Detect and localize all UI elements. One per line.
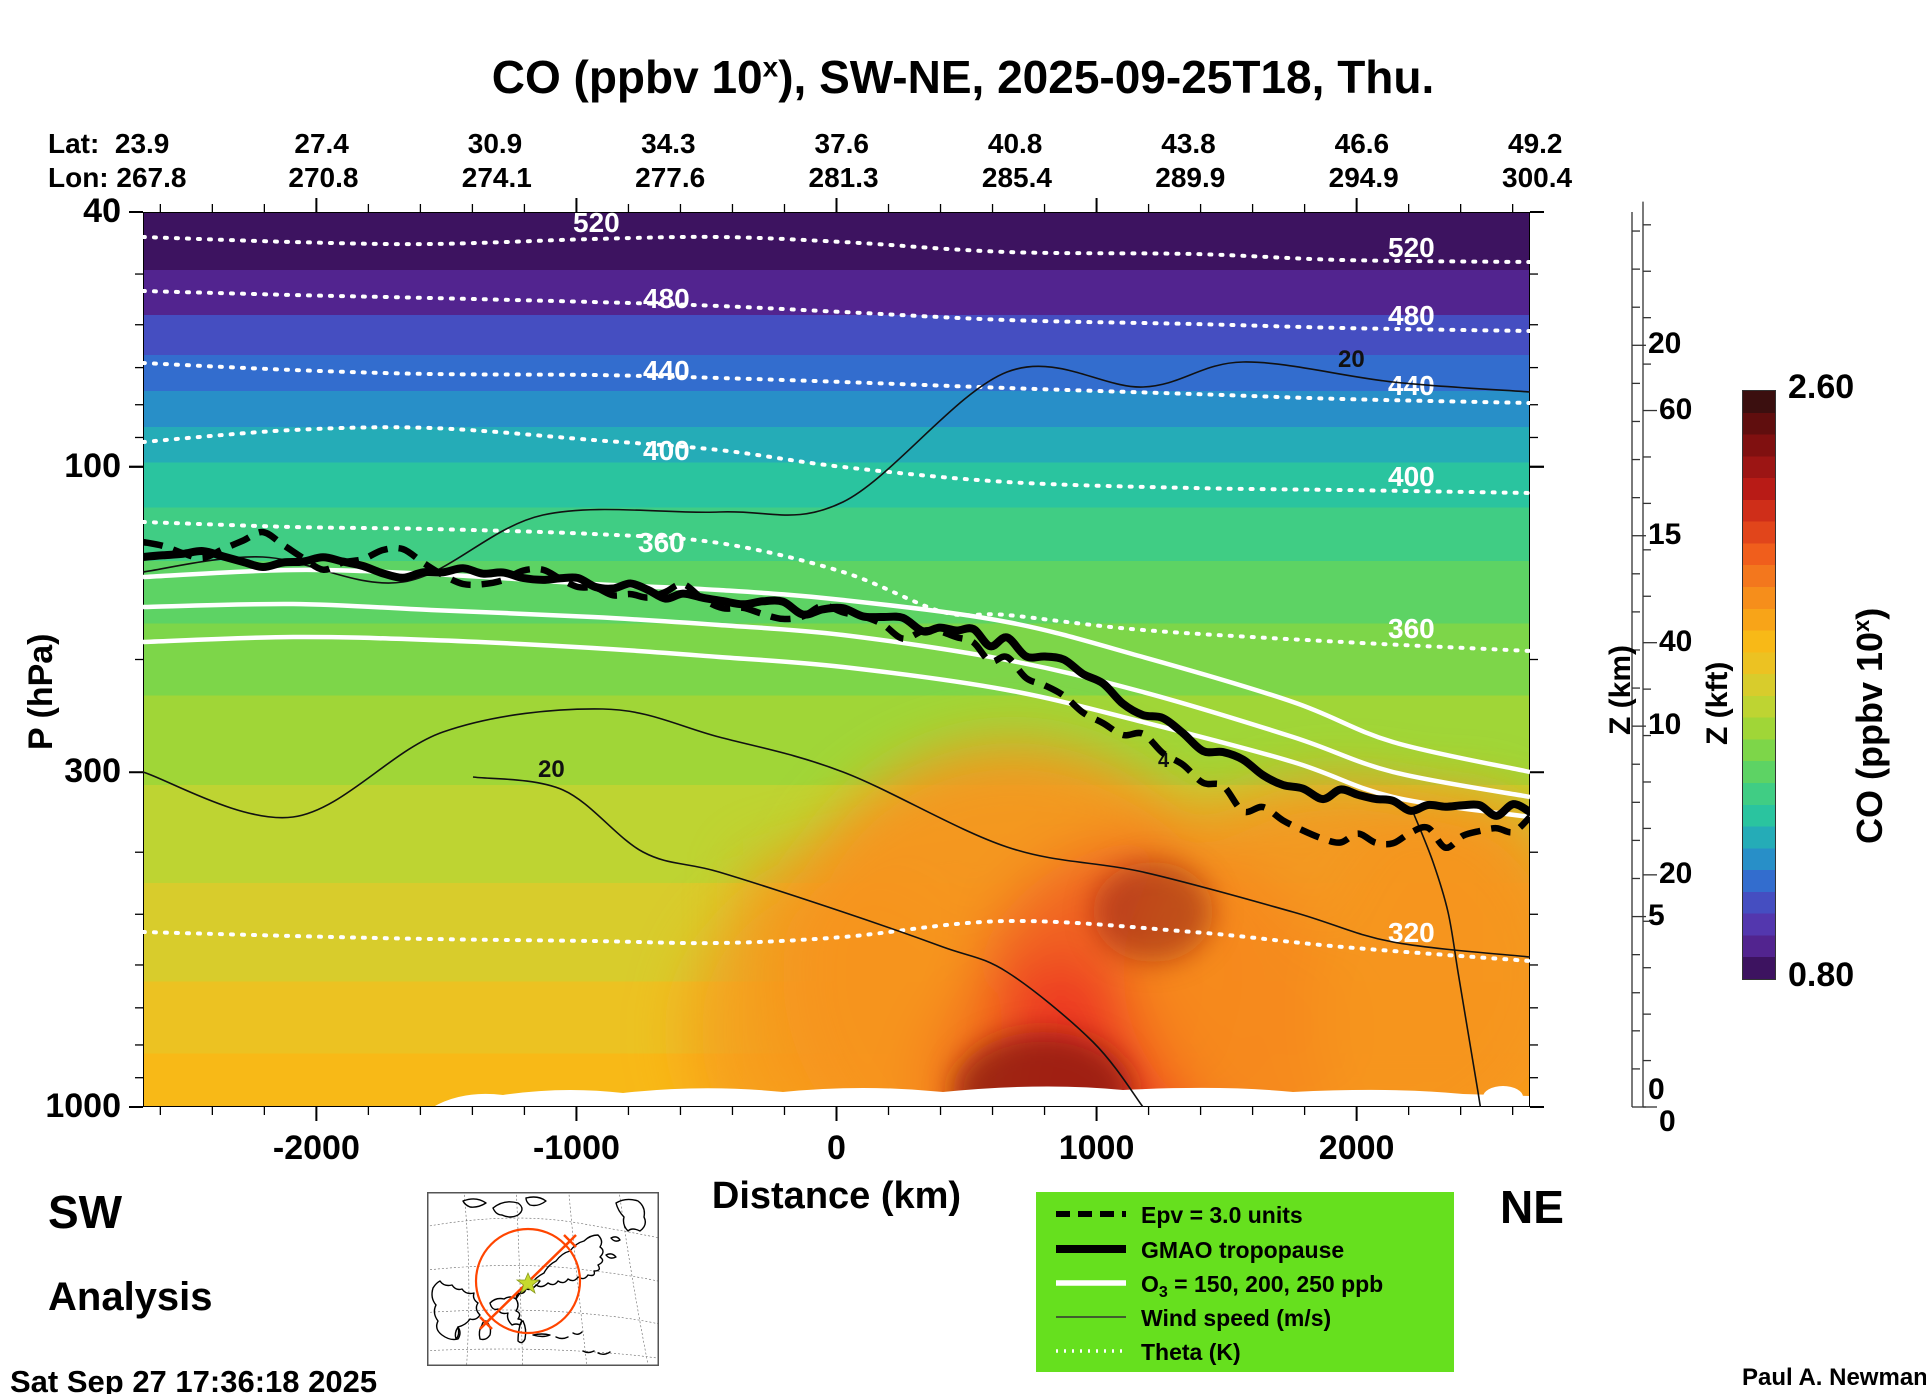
svg-text:Theta (K): Theta (K) xyxy=(1141,1339,1241,1365)
svg-text:Wind speed (m/s): Wind speed (m/s) xyxy=(1141,1305,1331,1331)
svg-text:Epv = 3.0 units: Epv = 3.0 units xyxy=(1141,1202,1303,1228)
svg-text:GMAO tropopause: GMAO tropopause xyxy=(1141,1237,1344,1263)
svg-text:O3 = 150, 200, 250 ppb: O3 = 150, 200, 250 ppb xyxy=(1141,1271,1383,1301)
